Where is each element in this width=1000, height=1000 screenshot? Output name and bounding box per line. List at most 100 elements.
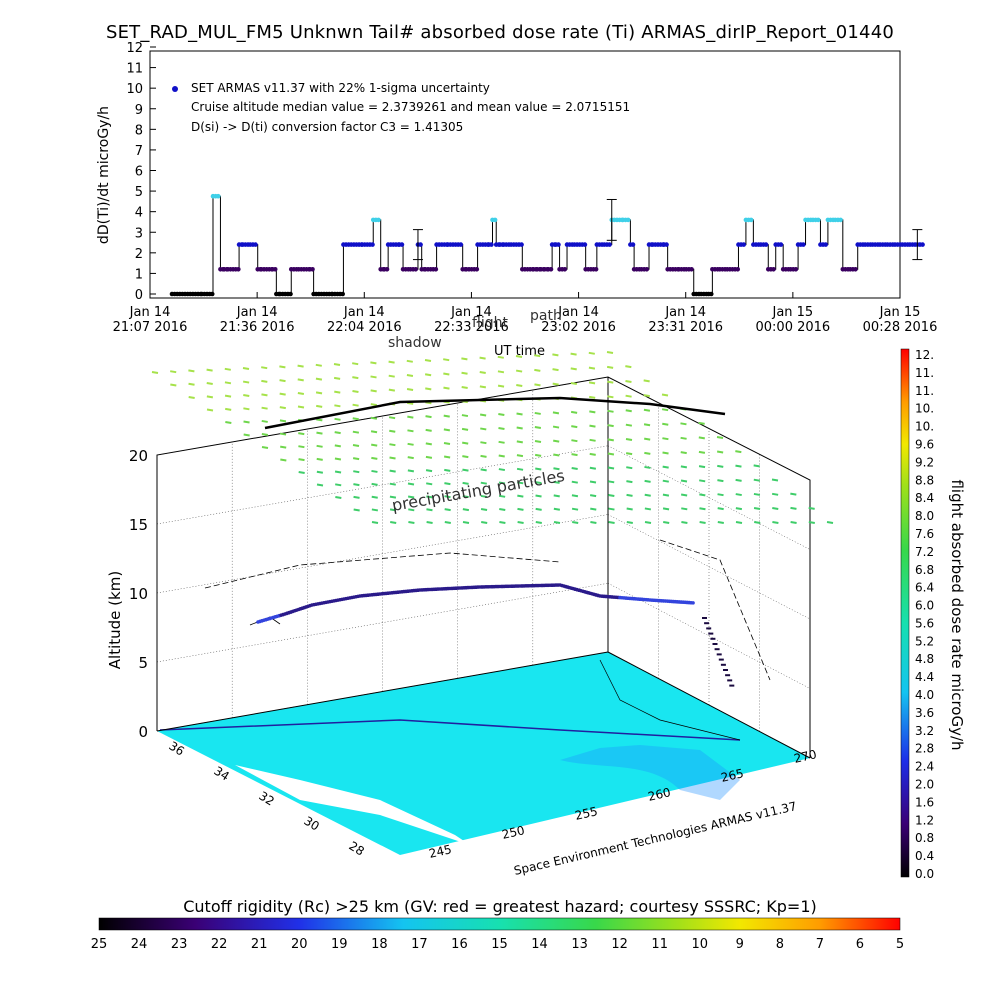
particle-mark	[626, 480, 633, 484]
particle-mark	[443, 414, 450, 418]
particle-mark	[407, 401, 414, 405]
particle-mark	[680, 422, 687, 426]
particle-mark	[553, 439, 560, 443]
particle-mark	[516, 412, 523, 416]
legend-marker	[172, 86, 178, 92]
particle-mark	[535, 494, 542, 498]
x-tick-date: Jan 15	[771, 305, 813, 320]
z-tick-label: 15	[129, 516, 148, 534]
particle-mark	[425, 428, 432, 432]
particle-mark	[607, 409, 614, 413]
dose-point	[236, 267, 241, 272]
rigidity-colorbar-tick: 9	[736, 937, 744, 952]
particle-mark	[498, 413, 505, 416]
particle-mark	[608, 480, 615, 484]
annotation-conversion: D(si) -> D(ti) conversion factor C3 = 1.…	[191, 120, 463, 134]
dose-point	[384, 267, 390, 272]
dose-point	[625, 217, 631, 223]
dose-colorbar-tick: 8.0	[915, 509, 934, 523]
particle-mark	[261, 433, 269, 437]
y-tick-label: 10	[126, 82, 143, 97]
dose-colorbar-tick: 12.	[915, 348, 934, 362]
particle-mark	[552, 425, 560, 429]
particle-mark	[680, 493, 688, 497]
particle-mark	[151, 371, 159, 374]
dose-colorbar-gradient	[900, 348, 910, 878]
particle-mark	[589, 438, 596, 442]
particle-mark	[626, 493, 633, 497]
particle-mark	[661, 408, 669, 412]
rigidity-colorbar-tick: 15	[491, 937, 508, 952]
particle-mark	[461, 371, 468, 375]
particle-mark	[534, 426, 542, 430]
particle-mark	[352, 403, 359, 407]
y-tick-label: 3	[135, 226, 143, 241]
particle-mark	[389, 456, 396, 460]
particle-mark	[625, 423, 633, 427]
y-tick-label: 9	[135, 103, 143, 118]
rigidity-colorbar-title: Cutoff rigidity (Rc) >25 km (GV: red = g…	[183, 897, 817, 916]
particle-mark	[279, 432, 287, 436]
particle-mark	[589, 395, 596, 399]
particle-mark	[553, 453, 560, 457]
particle-mark	[644, 465, 651, 469]
particle-mark	[680, 479, 688, 483]
particle-mark	[534, 411, 541, 415]
particle-mark	[389, 495, 397, 499]
particle-mark	[590, 507, 597, 511]
particle-mark	[370, 361, 377, 365]
particle-mark	[498, 426, 505, 430]
dose-point	[413, 267, 419, 272]
x-tick-time: 22:33 2016	[434, 320, 509, 335]
particle-mark	[298, 458, 305, 462]
particle-mark	[644, 493, 651, 497]
dose-colorbar-tick: 1.6	[915, 795, 934, 809]
particle-mark	[589, 494, 597, 498]
z-tick-label: 10	[129, 585, 148, 603]
particle-mark	[754, 521, 761, 524]
particle-mark	[553, 507, 561, 511]
particle-mark	[370, 375, 377, 379]
grid-line	[156, 445, 609, 525]
particle-mark	[570, 367, 577, 371]
particle-mark	[261, 419, 268, 423]
particle-mark	[571, 425, 578, 429]
grid-line	[156, 514, 609, 594]
particle-mark	[497, 355, 504, 359]
particle-mark	[333, 363, 341, 366]
particle-mark	[517, 494, 524, 498]
dose-point	[593, 267, 599, 272]
particle-mark	[188, 396, 195, 399]
particle-mark	[572, 521, 579, 524]
particle-mark	[426, 508, 433, 512]
particle-mark	[352, 444, 360, 447]
particle-mark	[552, 368, 559, 372]
dose-point	[370, 242, 375, 247]
dose-point	[689, 267, 694, 272]
particle-mark	[717, 493, 724, 497]
x-tick-time: 00:28 2016	[863, 320, 938, 335]
label-flight: flight	[472, 315, 508, 331]
particle-mark	[606, 365, 614, 369]
particle-mark	[717, 507, 724, 511]
particle-mark	[279, 379, 286, 383]
particle-mark	[406, 373, 414, 377]
particle-mark	[753, 478, 760, 482]
particle-mark	[243, 420, 250, 424]
particle-mark	[242, 367, 250, 370]
rigidity-colorbar-tick: 14	[531, 937, 548, 952]
particle-mark	[243, 394, 250, 397]
x-tick-time: 23:02 2016	[541, 320, 616, 335]
particle-mark	[516, 454, 524, 458]
y-tick-label: 12	[126, 41, 143, 56]
particle-mark	[535, 467, 542, 471]
particle-mark	[443, 386, 450, 390]
particle-mark	[570, 382, 578, 385]
dose-point	[838, 217, 843, 223]
particle-mark	[517, 521, 524, 524]
particle-mark	[790, 506, 797, 510]
dose-colorbar-tick: 6.0	[915, 599, 934, 613]
particle-mark	[699, 521, 706, 524]
particle-mark	[297, 392, 305, 395]
